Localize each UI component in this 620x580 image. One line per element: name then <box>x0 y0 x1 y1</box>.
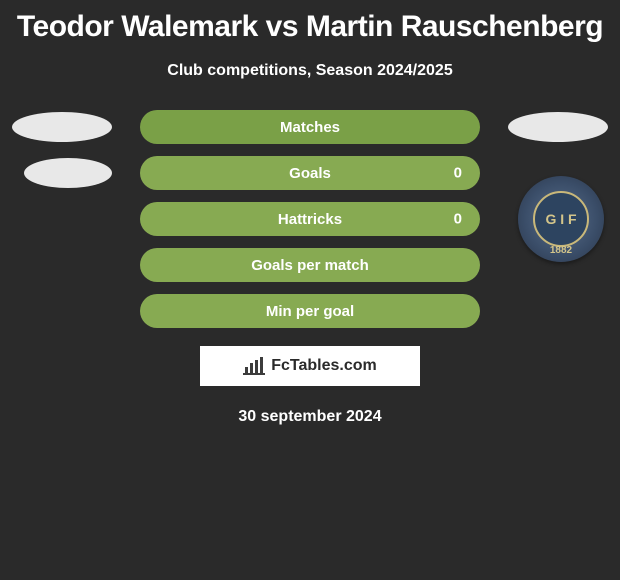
stat-label: Min per goal <box>266 303 354 320</box>
stat-value: 0 <box>454 165 462 182</box>
source-logo-text: FcTables.com <box>271 357 377 375</box>
stat-bar-min-per-goal: Min per goal <box>140 294 480 328</box>
stat-rows: G I F 1882 Matches Goals 0 Hattricks 0 G… <box>0 110 620 328</box>
stat-row: Min per goal <box>0 294 620 328</box>
stat-bar-goals-per-match: Goals per match <box>140 248 480 282</box>
stat-row: Goals 0 <box>0 156 620 190</box>
stat-label: Hattricks <box>278 211 342 228</box>
source-logo-box: FcTables.com <box>200 346 420 386</box>
stat-row: Matches <box>0 110 620 144</box>
subtitle: Club competitions, Season 2024/2025 <box>0 62 620 80</box>
stat-bar-goals: Goals 0 <box>140 156 480 190</box>
stat-row: Hattricks 0 <box>0 202 620 236</box>
page-title: Teodor Walemark vs Martin Rauschenberg <box>0 10 620 44</box>
stat-bar-hattricks: Hattricks 0 <box>140 202 480 236</box>
stat-row: Goals per match <box>0 248 620 282</box>
stat-label: Goals <box>289 165 331 182</box>
stat-bar-matches: Matches <box>140 110 480 144</box>
comparison-card: Teodor Walemark vs Martin Rauschenberg C… <box>0 0 620 426</box>
stat-label: Matches <box>280 119 340 136</box>
date-text: 30 september 2024 <box>0 408 620 426</box>
stat-value: 0 <box>454 211 462 228</box>
stat-label: Goals per match <box>251 257 369 274</box>
chart-bars-icon <box>243 357 265 375</box>
